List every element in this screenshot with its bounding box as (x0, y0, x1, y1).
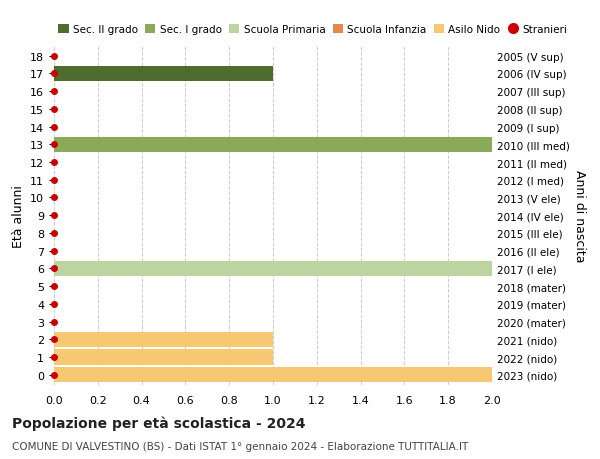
Bar (54, 67, 273, 82)
Y-axis label: Anni di nascita: Anni di nascita (574, 169, 586, 262)
Bar (54, 261, 492, 276)
Legend: Sec. II grado, Sec. I grado, Scuola Primaria, Scuola Infanzia, Asilo Nido, Stran: Sec. II grado, Sec. I grado, Scuola Prim… (54, 21, 571, 39)
Text: COMUNE DI VALVESTINO (BS) - Dati ISTAT 1° gennaio 2024 - Elaborazione TUTTITALIA: COMUNE DI VALVESTINO (BS) - Dati ISTAT 1… (12, 441, 468, 451)
Bar (54, 137, 492, 152)
Y-axis label: Età alunni: Età alunni (11, 185, 25, 247)
Bar (54, 367, 492, 382)
Bar (54, 332, 273, 347)
Bar (54, 350, 273, 365)
Text: Popolazione per età scolastica - 2024: Popolazione per età scolastica - 2024 (12, 415, 305, 430)
